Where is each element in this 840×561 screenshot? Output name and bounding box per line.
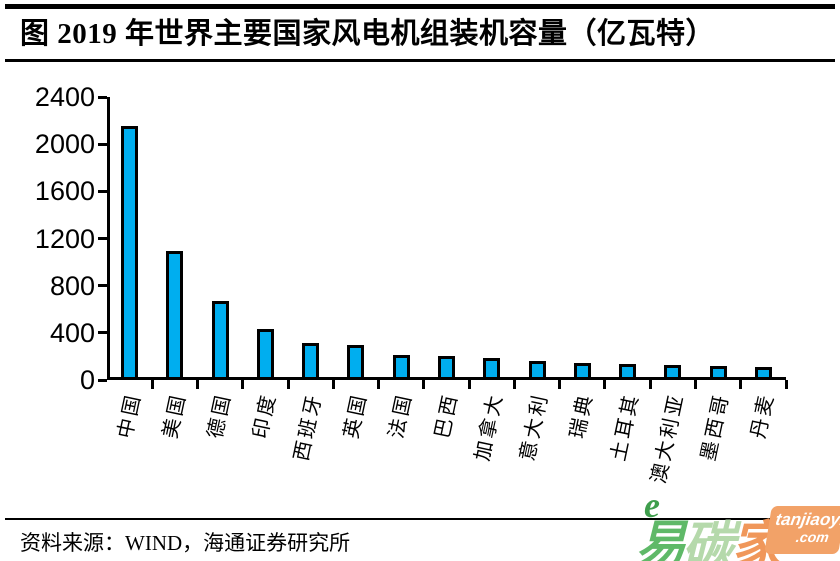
x-axis-tick [377,380,381,389]
x-axis-label-英国: 英国 [340,391,372,441]
x-axis-tick [603,380,607,389]
y-axis-tick [98,142,107,146]
y-axis-label: 2400 [34,82,95,112]
title-block: 图 2019 年世界主要国家风电机组装机容量（亿瓦特） [5,4,835,62]
x-axis-tick [693,380,697,389]
x-axis-label-巴西: 巴西 [430,391,463,441]
bar-瑞典 [573,363,591,377]
y-axis-label: 2000 [34,129,95,160]
bar-澳大利亚 [664,365,682,377]
bar-美国 [166,251,184,377]
y-axis-label: 800 [49,270,95,301]
watermark-tld-text: .com [794,529,831,545]
bar-土耳其 [619,364,637,377]
y-axis-tick [98,284,107,288]
bar-加拿大 [483,357,501,377]
y-axis-label: 0 [79,365,95,395]
x-axis-label-印度: 印度 [249,391,281,441]
x-axis-tick [558,380,562,389]
y-axis-label: 1200 [34,223,95,254]
footer-divider [5,518,835,520]
bar-墨西哥 [709,366,727,377]
x-axis-label-西班牙: 西班牙 [290,391,327,464]
x-axis-label-意大利: 意大利 [516,391,553,464]
watermark-domain-text: tanjiaoyi [774,510,840,529]
x-axis-tick [331,380,335,389]
watermark-e-swash-icon: e [644,485,660,525]
y-axis-tick [98,189,107,193]
bar-德国 [211,301,229,377]
y-axis-tick [98,331,107,335]
x-axis-label-土耳其: 土耳其 [607,391,644,464]
x-axis-label-法国: 法国 [385,391,417,441]
y-axis-label: 1600 [34,176,95,207]
y-axis-label: 400 [49,317,95,348]
x-axis-label-中国: 中国 [114,391,146,441]
y-axis-tick [98,237,107,240]
x-axis-tick [512,380,516,389]
bar-中国 [121,126,139,377]
x-axis-label-德国: 德国 [204,391,236,441]
x-axis-tick [286,380,290,389]
bar-西班牙 [302,342,320,377]
x-axis-label-瑞典: 瑞典 [566,391,598,441]
watermark-logo: e 易 碳 家 tanjiaoyi .com [636,485,840,561]
bar-巴西 [438,355,455,377]
bar-意大利 [528,361,546,377]
chart-plot [107,97,786,380]
y-axis-tick [98,378,107,382]
watermark-char-tan: 碳 [682,519,735,561]
x-axis-tick [196,380,200,389]
bar-英国 [347,345,365,377]
watermark-char-yi: 易 [636,516,686,561]
x-axis-tick [739,380,743,389]
x-axis-label-加拿大: 加拿大 [471,391,508,464]
x-axis-label-美国: 美国 [159,391,191,441]
bar-印度 [256,328,274,377]
x-axis-tick [241,380,245,389]
x-axis-tick [648,380,652,389]
x-axis-label-墨西哥: 墨西哥 [697,391,734,464]
x-axis-label-澳大利亚: 澳大利亚 [647,391,689,486]
figure-title: 图 2019 年世界主要国家风电机组装机容量（亿瓦特） [20,18,716,50]
bar-丹麦 [754,366,772,377]
x-axis-label-丹麦: 丹麦 [747,391,779,441]
bar-法国 [392,354,410,377]
x-axis-tick [150,380,154,389]
source-line: 资料来源：WIND，海通证券研究所 [20,531,351,555]
watermark-domain-badge: tanjiaoyi .com [764,506,840,554]
x-axis-tick [784,380,788,389]
x-axis-tick [422,380,426,389]
y-axis-tick [98,95,107,99]
x-axis-tick [467,380,471,389]
